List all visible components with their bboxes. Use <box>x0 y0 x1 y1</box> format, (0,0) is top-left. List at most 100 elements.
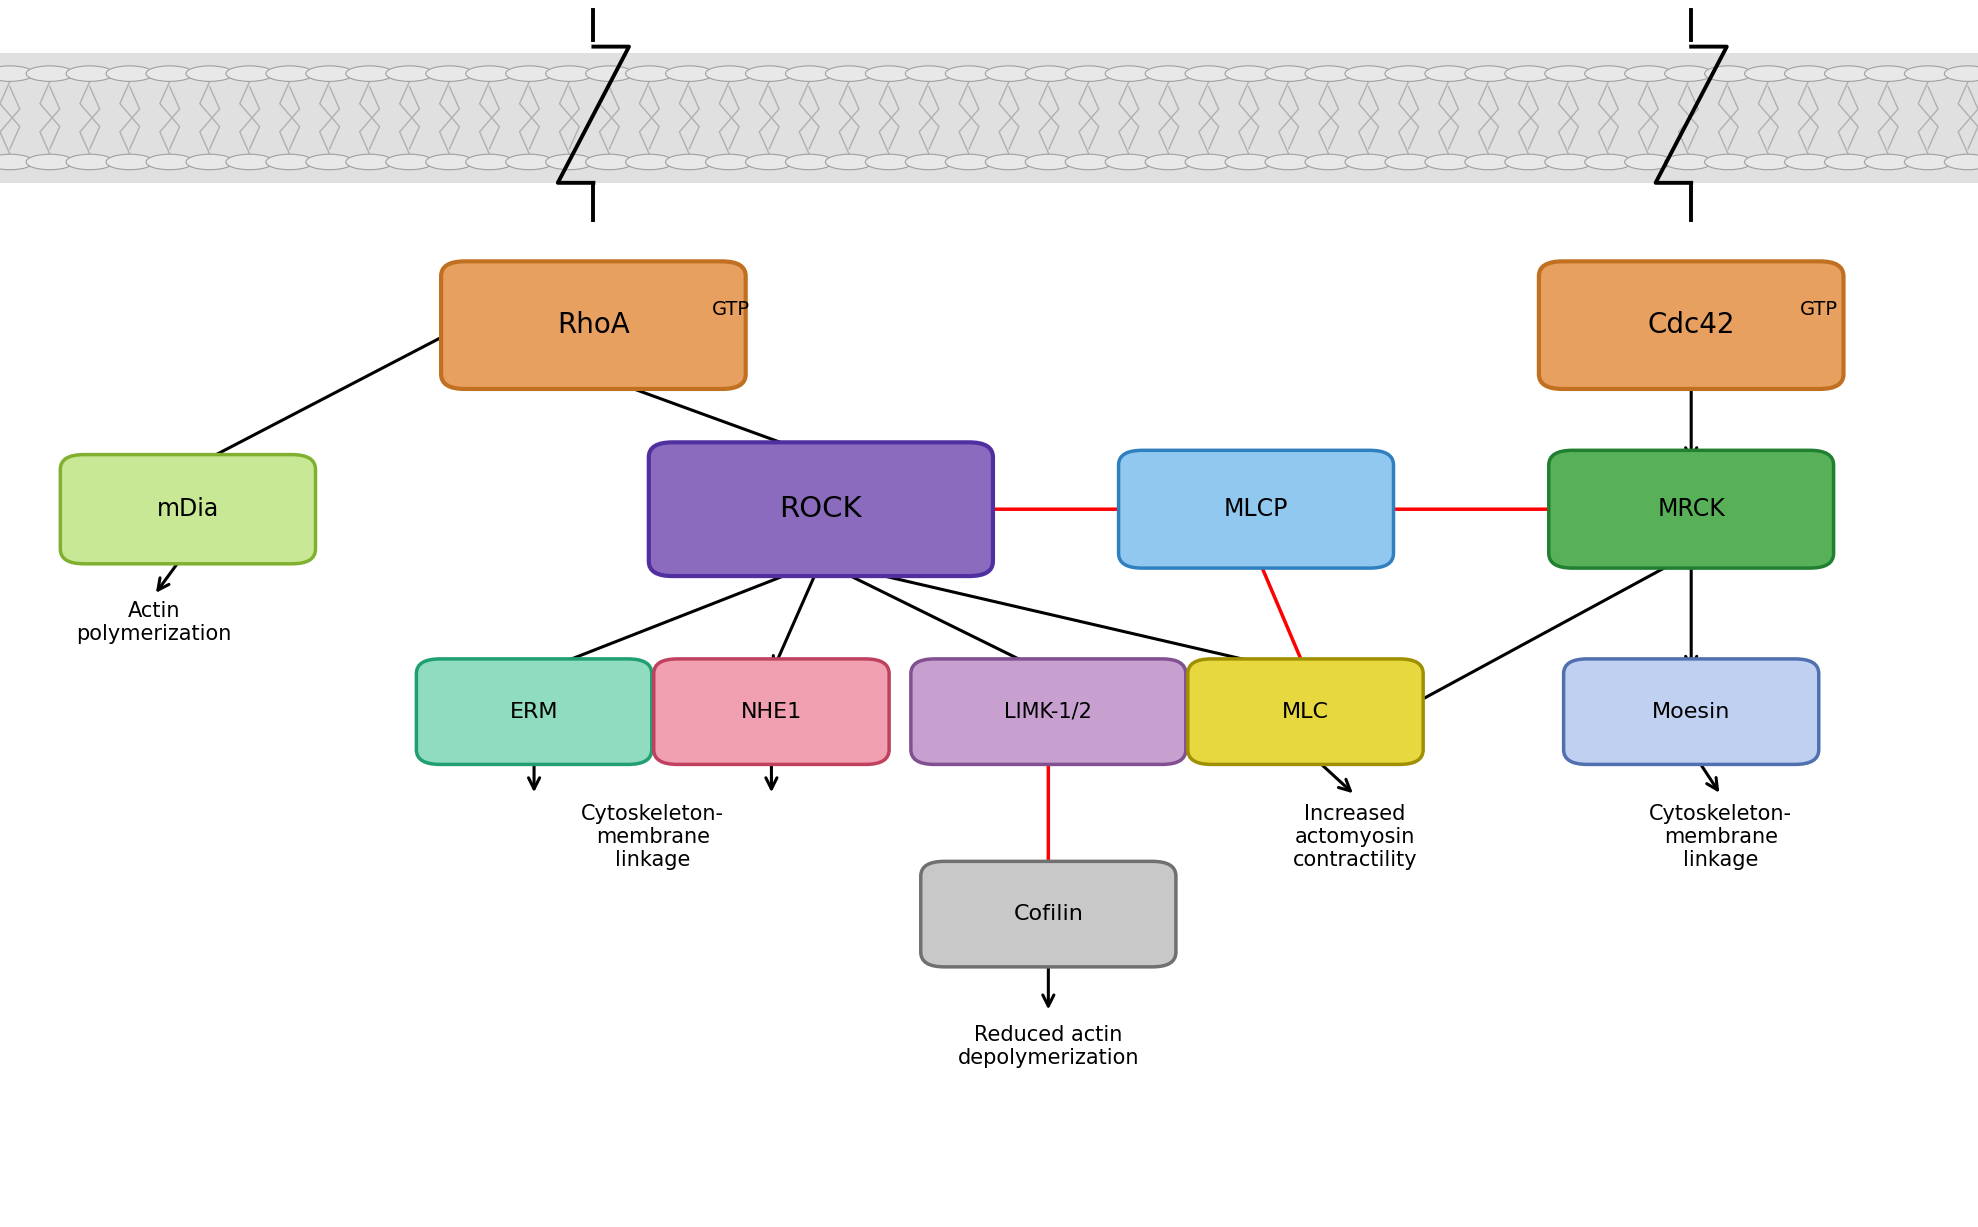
Text: mDia: mDia <box>156 497 220 521</box>
Ellipse shape <box>1106 66 1153 81</box>
Ellipse shape <box>706 66 754 81</box>
Ellipse shape <box>1145 155 1193 169</box>
FancyBboxPatch shape <box>922 861 1175 967</box>
Text: Cytoskeleton-
membrane
linkage: Cytoskeleton- membrane linkage <box>582 804 724 870</box>
Ellipse shape <box>186 155 233 169</box>
Ellipse shape <box>1266 66 1313 81</box>
Ellipse shape <box>506 66 554 81</box>
Ellipse shape <box>26 66 73 81</box>
FancyBboxPatch shape <box>61 455 316 564</box>
Text: ROCK: ROCK <box>779 496 862 523</box>
Ellipse shape <box>346 155 394 169</box>
Ellipse shape <box>146 66 194 81</box>
Ellipse shape <box>825 155 872 169</box>
Ellipse shape <box>706 155 754 169</box>
Ellipse shape <box>1665 155 1713 169</box>
Ellipse shape <box>1066 66 1114 81</box>
Ellipse shape <box>386 66 433 81</box>
Ellipse shape <box>1665 66 1713 81</box>
Text: LIMK-1/2: LIMK-1/2 <box>1005 702 1092 721</box>
Ellipse shape <box>906 155 953 169</box>
Ellipse shape <box>825 66 872 81</box>
Ellipse shape <box>665 155 712 169</box>
Ellipse shape <box>665 66 712 81</box>
Text: NHE1: NHE1 <box>742 702 801 721</box>
Ellipse shape <box>1345 155 1393 169</box>
Ellipse shape <box>65 66 113 81</box>
Ellipse shape <box>585 66 633 81</box>
Ellipse shape <box>1345 66 1393 81</box>
Ellipse shape <box>1025 66 1072 81</box>
Ellipse shape <box>1745 66 1792 81</box>
Ellipse shape <box>425 66 473 81</box>
Text: MRCK: MRCK <box>1658 497 1725 521</box>
Bar <box>0 53 1978 183</box>
FancyBboxPatch shape <box>1539 261 1843 389</box>
Ellipse shape <box>265 155 313 169</box>
Ellipse shape <box>1424 66 1472 81</box>
Ellipse shape <box>346 66 394 81</box>
Ellipse shape <box>1025 155 1072 169</box>
Ellipse shape <box>1066 155 1114 169</box>
Ellipse shape <box>506 155 554 169</box>
Ellipse shape <box>307 66 354 81</box>
Ellipse shape <box>1745 155 1792 169</box>
Ellipse shape <box>265 66 313 81</box>
Text: GTP: GTP <box>1800 299 1838 319</box>
Ellipse shape <box>1944 66 1978 81</box>
Ellipse shape <box>107 155 154 169</box>
Ellipse shape <box>1784 66 1832 81</box>
Ellipse shape <box>1944 155 1978 169</box>
FancyBboxPatch shape <box>1549 450 1834 568</box>
Ellipse shape <box>785 155 833 169</box>
Ellipse shape <box>1865 155 1913 169</box>
Ellipse shape <box>1865 66 1913 81</box>
Ellipse shape <box>1185 155 1232 169</box>
Ellipse shape <box>746 66 793 81</box>
Ellipse shape <box>1224 66 1272 81</box>
Ellipse shape <box>1584 155 1632 169</box>
Ellipse shape <box>546 155 593 169</box>
Ellipse shape <box>1705 155 1753 169</box>
Ellipse shape <box>465 66 512 81</box>
Ellipse shape <box>1466 155 1513 169</box>
FancyBboxPatch shape <box>417 659 653 764</box>
Ellipse shape <box>26 155 73 169</box>
Text: Actin
polymerization: Actin polymerization <box>77 601 231 644</box>
Ellipse shape <box>0 155 34 169</box>
Text: GTP: GTP <box>712 299 750 319</box>
Text: Cofilin: Cofilin <box>1013 904 1084 924</box>
Ellipse shape <box>625 155 673 169</box>
Ellipse shape <box>1266 155 1313 169</box>
Ellipse shape <box>1385 66 1432 81</box>
Ellipse shape <box>906 66 953 81</box>
Text: Reduced actin
depolymerization: Reduced actin depolymerization <box>957 1025 1139 1067</box>
Ellipse shape <box>1385 155 1432 169</box>
FancyBboxPatch shape <box>1187 659 1424 764</box>
Ellipse shape <box>1705 66 1753 81</box>
Ellipse shape <box>146 155 194 169</box>
Text: MLCP: MLCP <box>1224 497 1288 521</box>
Ellipse shape <box>1106 155 1153 169</box>
Ellipse shape <box>985 66 1033 81</box>
Text: Cytoskeleton-
membrane
linkage: Cytoskeleton- membrane linkage <box>1650 804 1792 870</box>
Text: RhoA: RhoA <box>558 312 629 339</box>
FancyBboxPatch shape <box>441 261 746 389</box>
Ellipse shape <box>225 155 273 169</box>
Ellipse shape <box>1224 155 1272 169</box>
Ellipse shape <box>1145 66 1193 81</box>
Text: MLC: MLC <box>1282 702 1329 721</box>
Text: Cdc42: Cdc42 <box>1648 312 1735 339</box>
Text: ERM: ERM <box>510 702 558 721</box>
Ellipse shape <box>107 66 154 81</box>
Ellipse shape <box>585 155 633 169</box>
Ellipse shape <box>386 155 433 169</box>
Ellipse shape <box>1424 155 1472 169</box>
Ellipse shape <box>465 155 512 169</box>
Ellipse shape <box>1505 155 1553 169</box>
FancyBboxPatch shape <box>649 443 993 577</box>
FancyBboxPatch shape <box>910 659 1187 764</box>
Ellipse shape <box>1624 66 1671 81</box>
Ellipse shape <box>425 155 473 169</box>
Text: Moesin: Moesin <box>1652 702 1731 721</box>
